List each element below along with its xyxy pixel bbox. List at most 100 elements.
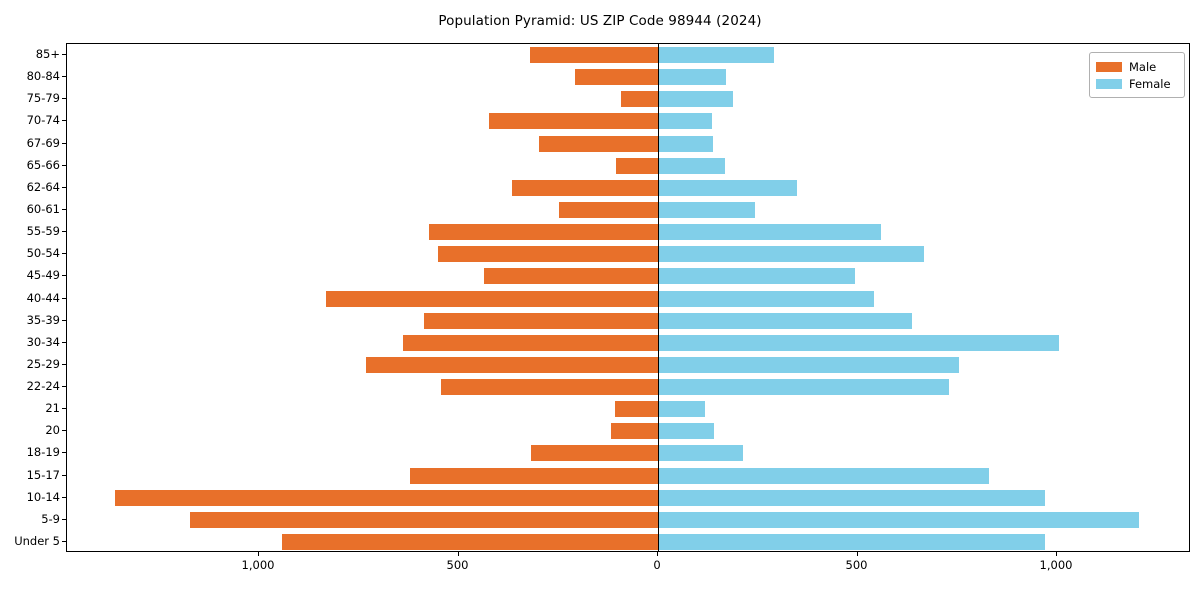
y-axis-tick-mark xyxy=(62,386,66,388)
bar-male xyxy=(488,113,658,130)
bar-male xyxy=(610,423,658,440)
bar-male xyxy=(440,379,658,396)
bar-female xyxy=(658,489,1046,506)
y-axis-ticks xyxy=(0,43,66,552)
y-axis-tick-label: 21 xyxy=(45,401,60,416)
bar-male xyxy=(614,401,658,418)
y-axis-tick-mark xyxy=(62,54,66,56)
y-axis-tick-label: 30-34 xyxy=(26,334,60,349)
y-axis-tick-label: 25-29 xyxy=(26,356,60,371)
chart-title: Population Pyramid: US ZIP Code 98944 (2… xyxy=(438,13,762,29)
y-axis-tick-label: 45-49 xyxy=(26,268,60,283)
y-axis-tick-label: 18-19 xyxy=(26,445,60,460)
y-axis-tick-label: Under 5 xyxy=(14,533,60,548)
y-axis-tick-mark xyxy=(62,540,66,542)
y-axis-tick-mark xyxy=(62,76,66,78)
bar-female xyxy=(658,467,990,484)
y-axis-tick-mark xyxy=(62,518,66,520)
bar-male xyxy=(326,290,658,307)
y-axis-tick-mark xyxy=(62,297,66,299)
y-axis-tick-label: 20 xyxy=(45,423,60,438)
y-axis-tick-mark xyxy=(62,231,66,233)
bar-male xyxy=(423,312,658,329)
y-axis-tick-label: 40-44 xyxy=(26,290,60,305)
bar-female xyxy=(658,401,706,418)
y-axis-tick-mark xyxy=(62,98,66,100)
y-axis-tick-label: 67-69 xyxy=(26,135,60,150)
y-axis-labels: 85+ 80-84 75-79 70-74 67-69 65-66 62-64 60-61 55… xyxy=(0,43,60,552)
bar-male xyxy=(511,179,658,196)
y-axis-tick-mark xyxy=(62,452,66,454)
y-axis-tick-label: 75-79 xyxy=(26,91,60,106)
legend-label: Male xyxy=(1129,59,1157,74)
y-axis-tick-mark xyxy=(62,253,66,255)
bar-female xyxy=(658,533,1046,550)
y-axis-tick-label: 50-54 xyxy=(26,246,60,261)
bar-male xyxy=(402,334,658,351)
y-axis-tick-mark xyxy=(62,208,66,210)
bar-female xyxy=(658,334,1059,351)
bar-male xyxy=(365,356,658,373)
y-axis-tick-label: 60-61 xyxy=(26,201,60,216)
bar-female xyxy=(658,356,959,373)
bar-female xyxy=(658,47,775,64)
y-axis-tick-label: 22-24 xyxy=(26,379,60,394)
y-axis-tick-mark xyxy=(62,496,66,498)
y-axis-tick-label: 62-64 xyxy=(26,179,60,194)
y-axis-tick-mark xyxy=(62,120,66,122)
y-axis-tick-label: 10-14 xyxy=(26,489,60,504)
bar-male xyxy=(559,201,658,218)
y-axis-tick-label: 85+ xyxy=(35,47,60,62)
bar-female xyxy=(658,157,726,174)
legend-color-swatch xyxy=(1096,78,1122,89)
bar-female xyxy=(658,268,855,285)
y-axis-tick-label: 35-39 xyxy=(26,312,60,327)
x-axis-tick-mark xyxy=(1056,552,1057,556)
bar-male xyxy=(438,246,658,263)
y-axis-tick-mark xyxy=(62,164,66,166)
legend-item: Female xyxy=(1096,75,1178,92)
bar-female xyxy=(658,379,949,396)
x-axis-tick-mark xyxy=(856,552,858,556)
legend-color-swatch xyxy=(1096,61,1122,72)
bar-male xyxy=(484,268,658,285)
bar-female xyxy=(658,113,712,130)
bar-female xyxy=(658,135,714,152)
y-axis-tick-mark xyxy=(62,142,66,144)
bar-female xyxy=(658,445,743,462)
bar-male xyxy=(575,69,658,86)
zero-axis-line xyxy=(658,44,659,551)
y-axis-tick-mark xyxy=(62,363,66,365)
x-axis-tick-label: 0 xyxy=(653,558,661,572)
y-axis-tick-label: 70-74 xyxy=(26,113,60,128)
chart-legend: Male Female xyxy=(1089,52,1185,98)
bar-female xyxy=(658,290,874,307)
bar-female xyxy=(658,201,755,218)
bar-male xyxy=(410,467,658,484)
y-axis-tick-label: 15-17 xyxy=(26,467,60,482)
bar-female xyxy=(658,246,924,263)
plot-area xyxy=(66,43,1190,552)
bar-female xyxy=(658,224,882,241)
bar-male xyxy=(539,135,658,152)
bar-female xyxy=(658,423,714,440)
bar-male xyxy=(281,533,658,550)
bar-female xyxy=(658,179,797,196)
x-axis-tick-mark xyxy=(258,552,259,556)
bar-male xyxy=(620,91,658,108)
y-axis-tick-mark xyxy=(62,341,66,343)
x-axis-tick-label: 1,000 xyxy=(241,558,275,572)
y-axis-tick-mark xyxy=(62,474,66,476)
y-axis-tick-label: 65-66 xyxy=(26,157,60,172)
x-axis-tick-label: 500 xyxy=(446,558,469,572)
y-axis-tick-label: 55-59 xyxy=(26,224,60,239)
bar-male xyxy=(428,224,658,241)
legend-label: Female xyxy=(1129,76,1171,91)
bar-male xyxy=(530,47,658,64)
y-axis-tick-label: 5-9 xyxy=(41,511,60,526)
x-axis-tick-label: 1,000 xyxy=(1039,558,1073,572)
y-axis-tick-mark xyxy=(62,430,66,432)
bar-male xyxy=(616,157,658,174)
bar-female xyxy=(658,511,1140,528)
